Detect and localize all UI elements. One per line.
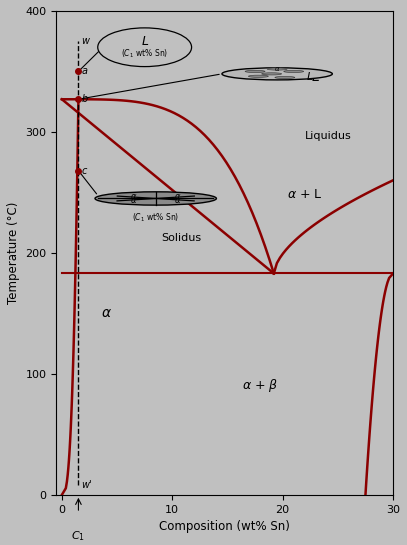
Text: b: b <box>81 94 88 104</box>
Circle shape <box>248 75 268 77</box>
Circle shape <box>275 76 295 78</box>
Text: L: L <box>307 72 313 82</box>
Text: L: L <box>312 70 319 84</box>
Text: $\alpha$: $\alpha$ <box>174 196 182 205</box>
X-axis label: Composition (wt% Sn): Composition (wt% Sn) <box>159 520 290 533</box>
Text: w: w <box>81 36 89 46</box>
Text: $C_1$: $C_1$ <box>71 529 85 543</box>
Circle shape <box>267 68 287 70</box>
Text: w': w' <box>81 480 92 490</box>
Text: ($C_1$ wt% Sn): ($C_1$ wt% Sn) <box>121 47 168 59</box>
Circle shape <box>262 73 282 75</box>
Circle shape <box>222 68 333 80</box>
Text: Liquidus: Liquidus <box>305 131 352 141</box>
Text: $\alpha$ + L: $\alpha$ + L <box>287 189 322 201</box>
Text: $\alpha$ + $\beta$: $\alpha$ + $\beta$ <box>243 378 279 395</box>
Text: Solidus: Solidus <box>161 233 201 244</box>
Text: $\alpha$: $\alpha$ <box>101 306 112 320</box>
Text: L: L <box>141 35 148 48</box>
Text: $\alpha$: $\alpha$ <box>274 65 280 73</box>
Circle shape <box>95 192 217 205</box>
Text: ($C_1$ wt% Sn): ($C_1$ wt% Sn) <box>132 211 179 223</box>
Text: a: a <box>81 66 87 76</box>
Circle shape <box>284 70 304 72</box>
Text: c: c <box>81 166 87 175</box>
Y-axis label: Temperature (°C): Temperature (°C) <box>7 202 20 304</box>
Text: $\alpha$: $\alpha$ <box>174 191 182 201</box>
Text: $\alpha$: $\alpha$ <box>130 196 137 205</box>
Circle shape <box>245 70 265 72</box>
Text: $\alpha$: $\alpha$ <box>130 191 137 201</box>
